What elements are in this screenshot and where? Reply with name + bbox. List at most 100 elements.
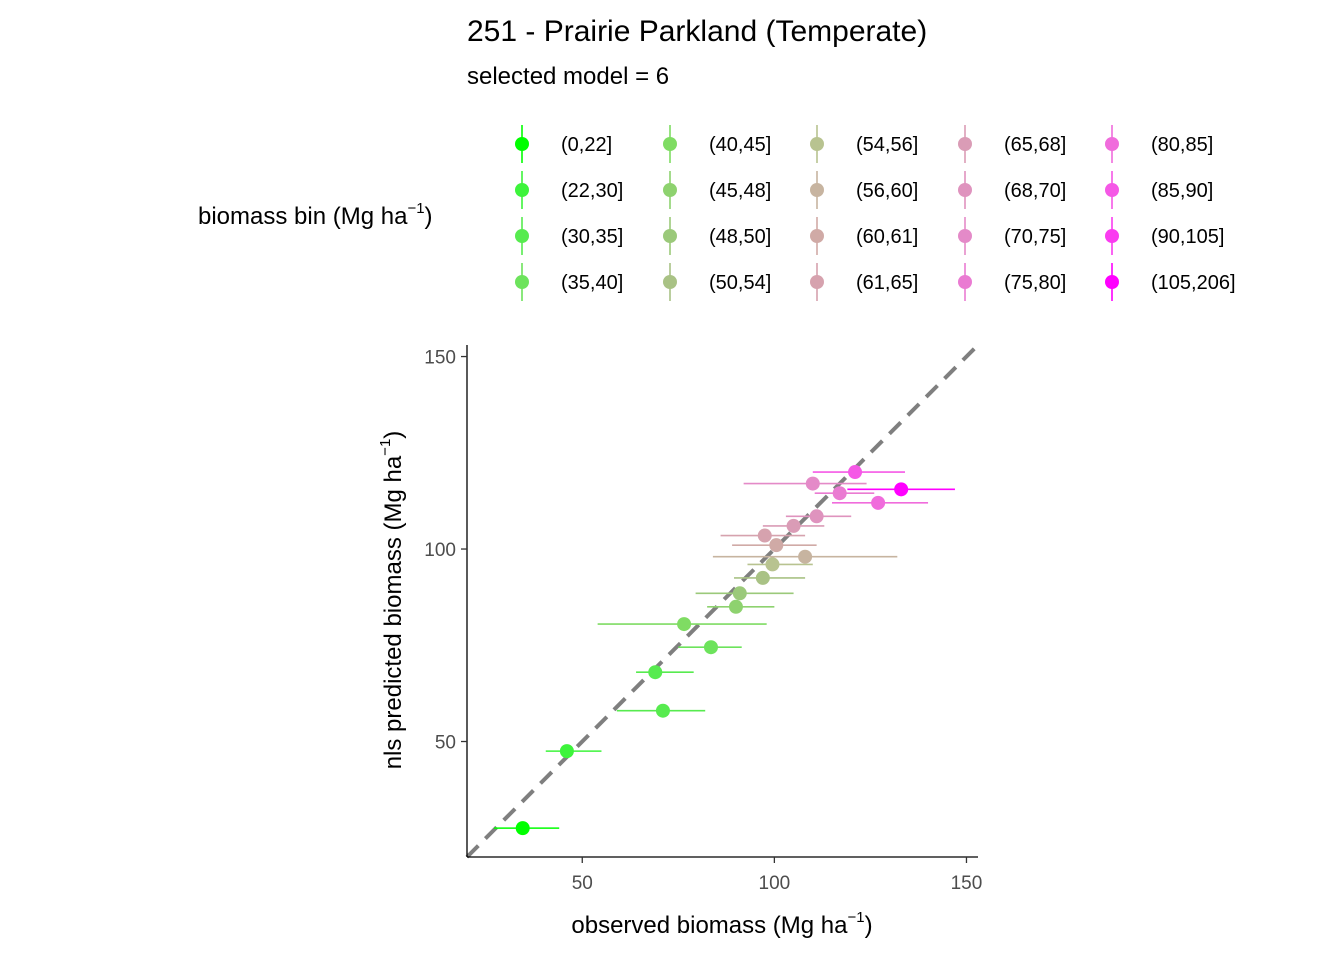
- legend-item: (22,30]: [515, 171, 623, 209]
- legend-key-point: [958, 137, 972, 151]
- legend-key-point: [810, 275, 824, 289]
- data-point: [798, 549, 813, 564]
- legend-label: (70,75]: [1004, 226, 1066, 248]
- legend-key-point: [663, 137, 677, 151]
- legend-key-point: [515, 229, 529, 243]
- legend-label: (0,22]: [561, 134, 612, 156]
- data-point: [677, 617, 692, 632]
- data-point: [515, 821, 530, 836]
- plot-panel: 50 100 150 50 100 150: [424, 343, 983, 894]
- legend-item: (68,70]: [958, 171, 1066, 209]
- legend-key-point: [958, 229, 972, 243]
- x-axis-title-exponent: −1: [848, 909, 865, 926]
- data-point: [769, 538, 784, 553]
- x-tick-label: 50: [572, 873, 593, 894]
- legend-label: (61,65]: [856, 272, 918, 294]
- y-tick-label: 150: [424, 348, 456, 369]
- legend-label: (75,80]: [1004, 272, 1066, 294]
- legend-key-point: [515, 137, 529, 151]
- y-axis-title: nls predicted biomass (Mg ha−1): [377, 431, 407, 770]
- legend-key-point: [515, 275, 529, 289]
- chart-title: 251 - Prairie Parkland (Temperate): [467, 15, 927, 48]
- legend-item: (0,22]: [515, 125, 612, 163]
- legend-key-point: [958, 183, 972, 197]
- legend-key-point: [1105, 183, 1119, 197]
- legend-label: (60,61]: [856, 226, 918, 248]
- data-point: [848, 465, 863, 480]
- legend-key-point: [810, 137, 824, 151]
- data-point: [765, 557, 780, 572]
- legend-title: biomass bin (Mg ha−1): [198, 200, 433, 230]
- legend-item: (40,45]: [663, 125, 771, 163]
- legend-key-point: [810, 183, 824, 197]
- legend-item: (60,61]: [810, 217, 918, 255]
- legend-item: (90,105]: [1105, 217, 1224, 255]
- legend-label: (80,85]: [1151, 134, 1213, 156]
- legend-key-point: [1105, 229, 1119, 243]
- y-tick-label: 100: [424, 540, 456, 561]
- legend-label: (65,68]: [1004, 134, 1066, 156]
- legend-item: (35,40]: [515, 263, 623, 301]
- x-axis-title-text: observed biomass (Mg ha: [571, 912, 848, 939]
- legend-item: (56,60]: [810, 171, 918, 209]
- legend-label: (68,70]: [1004, 180, 1066, 202]
- legend-item: (45,48]: [663, 171, 771, 209]
- legend-label: (30,35]: [561, 226, 623, 248]
- data-point: [894, 482, 909, 497]
- legend: (0,22] (22,30] (30,35] (35,40] (40,45] (45,48…: [515, 125, 1236, 301]
- data-point: [648, 665, 663, 680]
- legend-key-point: [663, 183, 677, 197]
- legend-item: (61,65]: [810, 263, 918, 301]
- legend-label: (54,56]: [856, 134, 918, 156]
- legend-label: (40,45]: [709, 134, 771, 156]
- y-tick-label: 50: [435, 733, 456, 754]
- y-axis-title-close: ): [380, 431, 407, 439]
- legend-item: (65,68]: [958, 125, 1066, 163]
- legend-key-point: [663, 275, 677, 289]
- data-point: [871, 495, 886, 510]
- y-axis-title-text: nls predicted biomass (Mg ha: [380, 455, 407, 769]
- y-axis-title-exponent: −1: [377, 439, 394, 456]
- data-point: [757, 528, 772, 543]
- legend-label: (105,206]: [1151, 272, 1236, 294]
- legend-key-point: [515, 183, 529, 197]
- legend-item: (48,50]: [663, 217, 771, 255]
- x-tick-label: 100: [759, 873, 791, 894]
- legend-label: (45,48]: [709, 180, 771, 202]
- legend-key-point: [810, 229, 824, 243]
- legend-key-point: [1105, 275, 1119, 289]
- data-point: [732, 586, 747, 601]
- data-point: [559, 744, 574, 759]
- data-point: [655, 703, 670, 718]
- legend-title-text: biomass bin (Mg ha: [198, 203, 408, 230]
- legend-label: (22,30]: [561, 180, 623, 202]
- legend-item: (54,56]: [810, 125, 918, 163]
- data-point: [805, 476, 820, 491]
- x-axis-title: observed biomass (Mg ha−1): [571, 909, 872, 939]
- data-point: [703, 640, 718, 655]
- chart-subtitle: selected model = 6: [467, 63, 669, 90]
- legend-item: (80,85]: [1105, 125, 1213, 163]
- legend-label: (85,90]: [1151, 180, 1213, 202]
- legend-key-point: [958, 275, 972, 289]
- legend-key-point: [663, 229, 677, 243]
- legend-label: (35,40]: [561, 272, 623, 294]
- data-point: [755, 570, 770, 585]
- legend-item: (105,206]: [1105, 263, 1236, 301]
- legend-item: (85,90]: [1105, 171, 1213, 209]
- legend-item: (30,35]: [515, 217, 623, 255]
- legend-key-point: [1105, 137, 1119, 151]
- legend-label: (90,105]: [1151, 226, 1224, 248]
- x-axis-title-close: ): [865, 912, 873, 939]
- legend-title-exponent: −1: [407, 200, 424, 217]
- data-point: [832, 486, 847, 501]
- legend-label: (56,60]: [856, 180, 918, 202]
- legend-label: (48,50]: [709, 226, 771, 248]
- legend-item: (75,80]: [958, 263, 1066, 301]
- data-point: [786, 518, 801, 533]
- legend-item: (50,54]: [663, 263, 771, 301]
- x-tick-label: 150: [951, 873, 983, 894]
- identity-line: [465, 343, 980, 859]
- data-point: [809, 509, 824, 524]
